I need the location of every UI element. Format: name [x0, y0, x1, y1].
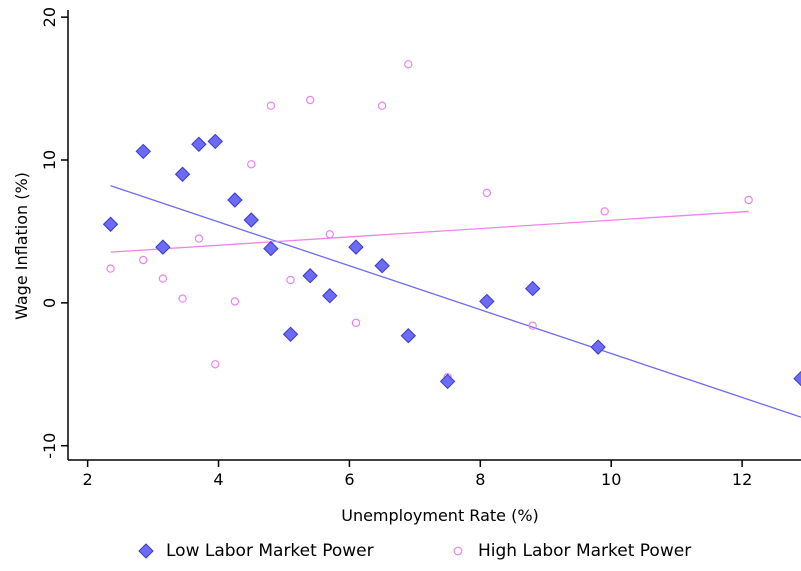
- y-tick-label: -10: [40, 433, 59, 459]
- high-power-point: [211, 360, 220, 369]
- legend-diamond-marker: [138, 543, 154, 559]
- high-power-point: [266, 101, 276, 110]
- x-tick-label: 6: [344, 470, 354, 489]
- low-power-point: [207, 133, 223, 150]
- high-power-point: [194, 234, 204, 243]
- high-power-point: [106, 264, 115, 273]
- low-power-point: [439, 373, 456, 390]
- low-power-point: [191, 136, 207, 152]
- y-axis-ticks: -10 0 10 20: [40, 7, 68, 459]
- y-tick-label: 0: [40, 298, 59, 308]
- x-tick-label: 2: [83, 470, 93, 489]
- fit-lines: [110, 185, 801, 418]
- low-power-point: [479, 293, 495, 310]
- data-points: [102, 60, 801, 390]
- fit-line-high-power: [110, 210, 749, 253]
- low-power-point: [524, 280, 541, 297]
- x-axis-ticks: 2 4 6 8 10 12: [83, 460, 752, 489]
- low-power-point: [374, 258, 390, 274]
- low-power-point: [400, 328, 417, 344]
- high-power-point: [404, 60, 413, 69]
- low-power-point: [793, 370, 801, 387]
- low-power-point: [322, 288, 338, 304]
- low-power-point: [243, 212, 259, 228]
- x-axis-title: Unemployment Rate (%): [341, 506, 539, 525]
- high-power-point: [286, 275, 295, 285]
- legend-circle-marker: [453, 546, 463, 556]
- legend: Low Labor Market Power High Labor Market …: [138, 541, 691, 561]
- high-power-point: [325, 230, 334, 239]
- low-power-point: [227, 192, 243, 208]
- high-power-point: [528, 321, 537, 330]
- x-tick-label: 10: [601, 470, 621, 489]
- low-power-point: [302, 268, 318, 284]
- legend-label-high-power: High Labor Market Power: [478, 541, 691, 561]
- low-power-point: [590, 339, 606, 355]
- y-tick-label: 10: [40, 150, 59, 170]
- low-power-point: [135, 143, 151, 160]
- high-power-point: [158, 274, 168, 283]
- low-power-point: [348, 239, 364, 255]
- high-power-point: [305, 95, 315, 105]
- high-power-point: [482, 188, 492, 198]
- low-power-point: [102, 216, 119, 232]
- low-power-point: [263, 240, 279, 257]
- low-power-point: [155, 239, 171, 255]
- high-power-point: [351, 318, 361, 328]
- x-tick-label: 12: [732, 470, 752, 489]
- y-tick-label: 20: [40, 7, 59, 27]
- high-power-point: [247, 160, 256, 169]
- high-power-point: [600, 207, 609, 216]
- low-power-point: [174, 166, 191, 182]
- low-power-point: [282, 326, 299, 342]
- high-power-point: [744, 195, 753, 205]
- x-tick-label: 8: [475, 470, 485, 489]
- fit-line-low-power: [110, 185, 801, 418]
- high-power-point: [139, 255, 148, 265]
- legend-label-low-power: Low Labor Market Power: [166, 541, 374, 561]
- x-tick-label: 4: [213, 470, 223, 489]
- high-power-point: [377, 101, 387, 110]
- y-axis-title: Wage Inflation (%): [12, 172, 31, 320]
- high-power-point: [178, 294, 187, 303]
- high-power-point: [230, 297, 240, 306]
